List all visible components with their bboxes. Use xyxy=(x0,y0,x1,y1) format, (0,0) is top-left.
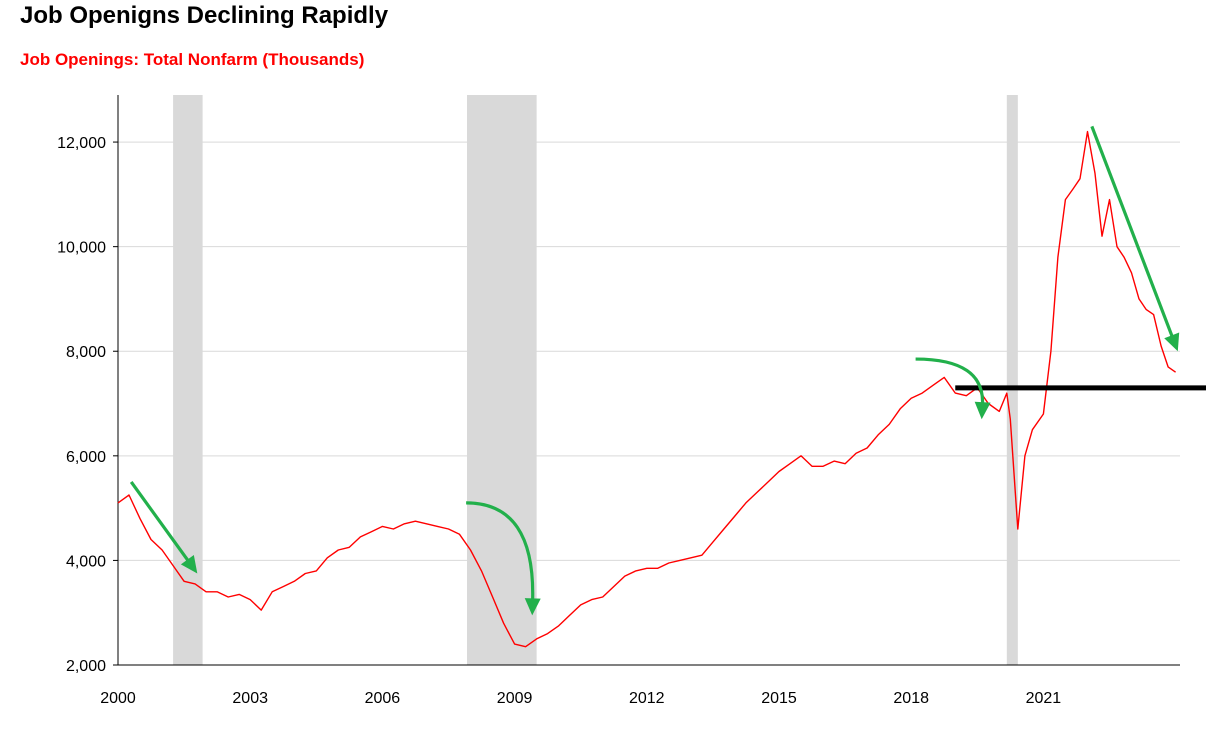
trend-arrow xyxy=(915,357,985,406)
y-tick-label: 2,000 xyxy=(66,658,106,675)
chart-subtitle: Job Openings: Total Nonfarm (Thousands) xyxy=(20,50,365,69)
y-tick-label: 8,000 xyxy=(66,344,106,361)
x-tick-label: 2006 xyxy=(365,690,401,707)
recession-band xyxy=(467,95,537,665)
chart-title: Job Openigns Declining Rapidly xyxy=(20,2,389,29)
job-openings-line xyxy=(117,130,1177,648)
trend-arrow xyxy=(129,481,191,564)
arrow-head xyxy=(1164,332,1180,352)
series-layer xyxy=(117,130,1177,648)
x-tick-label: 2003 xyxy=(232,690,268,707)
arrow-head xyxy=(524,598,541,616)
recession-band xyxy=(173,95,203,665)
x-tick-label: 2015 xyxy=(761,690,797,707)
x-tick-label: 2021 xyxy=(1026,690,1062,707)
gridlines xyxy=(118,141,1180,561)
y-tick-label: 6,000 xyxy=(66,449,106,466)
axes xyxy=(113,95,1180,666)
tick-labels: 2,000 4,000 6,000 8,000 10,000 12,000 2000 2003… xyxy=(57,135,1061,707)
x-tick-label: 2009 xyxy=(497,690,533,707)
trend-arrow xyxy=(1090,125,1175,339)
arrow-head xyxy=(974,401,991,420)
x-tick-label: 2018 xyxy=(893,690,929,707)
y-tick-label: 4,000 xyxy=(66,553,106,570)
arrow-head xyxy=(180,555,198,574)
recession-band xyxy=(1006,95,1018,665)
recession-bands xyxy=(173,95,1018,665)
y-tick-label: 10,000 xyxy=(57,240,106,257)
y-tick-label: 12,000 xyxy=(57,135,106,152)
trend-arrow xyxy=(466,501,535,602)
x-tick-label: 2012 xyxy=(629,690,665,707)
annotations xyxy=(129,125,1180,616)
x-tick-label: 2000 xyxy=(100,690,136,707)
